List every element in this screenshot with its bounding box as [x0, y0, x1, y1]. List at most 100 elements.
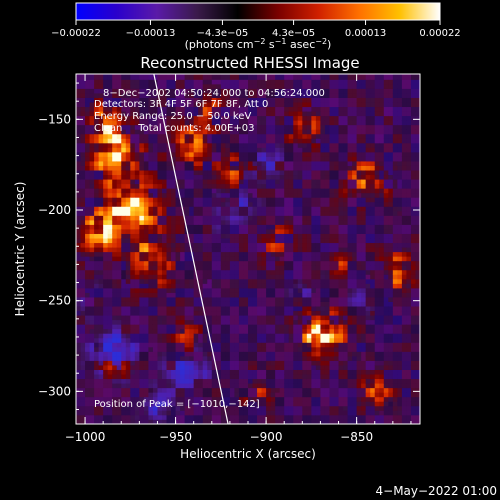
heatmap-cell: [143, 383, 149, 389]
heatmap-cell: [338, 233, 344, 239]
heatmap-cell: [166, 319, 172, 325]
heatmap-cell: [334, 79, 339, 85]
heatmap-cell: [315, 83, 321, 89]
heatmap-cell: [302, 324, 308, 330]
heatmap-cell: [184, 106, 190, 112]
heatmap-cell: [184, 165, 190, 171]
heatmap-cell: [257, 88, 262, 94]
heatmap-cell: [338, 247, 344, 253]
heatmap-cell: [320, 315, 326, 321]
heatmap-cell: [98, 419, 104, 424]
heatmap-cell: [216, 129, 222, 135]
heatmap-cell: [248, 410, 253, 416]
heatmap-cell: [225, 383, 231, 389]
heatmap-cell: [329, 392, 335, 398]
heatmap-cell: [293, 392, 299, 398]
heatmap-cell: [343, 306, 348, 312]
heatmap-cell: [356, 102, 362, 108]
heatmap-cell: [130, 274, 136, 280]
heatmap-cell: [184, 238, 190, 244]
heatmap-cell: [207, 170, 213, 176]
heatmap-cell: [343, 129, 348, 135]
heatmap-cell: [202, 247, 208, 253]
heatmap-cell: [139, 405, 145, 411]
heatmap-cell: [198, 251, 204, 257]
heatmap-cell: [166, 310, 172, 316]
heatmap-cell: [306, 333, 312, 339]
heatmap-cell: [238, 324, 244, 330]
heatmap-cell: [248, 79, 253, 85]
heatmap-pixels: [76, 74, 420, 424]
heatmap-cell: [98, 210, 104, 216]
heatmap-cell: [134, 74, 140, 80]
heatmap-cell: [311, 278, 317, 284]
heatmap-cell: [171, 242, 176, 248]
heatmap-cell: [193, 102, 199, 108]
heatmap-cell: [361, 310, 367, 316]
heatmap-cell: [266, 165, 272, 171]
heatmap-cell: [152, 83, 158, 89]
heatmap-cell: [324, 306, 330, 312]
heatmap-cell: [171, 124, 176, 130]
heatmap-cell: [143, 306, 149, 312]
heatmap-cell: [130, 124, 136, 130]
heatmap-cell: [284, 274, 290, 280]
heatmap-cell: [279, 319, 285, 325]
heatmap-cell: [279, 74, 285, 80]
heatmap-cell: [216, 165, 222, 171]
heatmap-cell: [347, 147, 353, 153]
heatmap-cell: [198, 179, 204, 185]
heatmap-cell: [315, 215, 321, 221]
heatmap-cell: [103, 346, 109, 352]
heatmap-cell: [125, 111, 131, 117]
heatmap-cell: [257, 315, 262, 321]
heatmap-cell: [261, 396, 267, 402]
heatmap-cell: [134, 337, 140, 343]
heatmap-cell: [98, 97, 104, 103]
heatmap-cell: [225, 405, 231, 411]
heatmap-cell: [98, 151, 104, 157]
heatmap-cell: [125, 260, 131, 266]
heatmap-cell: [270, 115, 276, 121]
heatmap-cell: [171, 79, 176, 85]
heatmap-cell: [175, 120, 181, 126]
heatmap-cell: [202, 147, 208, 153]
heatmap-cell: [125, 410, 131, 416]
heatmap-cell: [320, 206, 326, 212]
heatmap-cell: [248, 188, 253, 194]
heatmap-cell: [148, 278, 154, 284]
heatmap-cell: [352, 369, 358, 375]
heatmap-cell: [293, 147, 299, 153]
heatmap-cell: [238, 238, 244, 244]
heatmap-cell: [157, 419, 163, 424]
heatmap-cell: [116, 337, 122, 343]
heatmap-cell: [157, 179, 163, 185]
heatmap-cell: [270, 197, 276, 203]
heatmap-cell: [103, 297, 109, 302]
heatmap-cell: [343, 333, 348, 339]
heatmap-cell: [157, 129, 163, 135]
heatmap-cell: [243, 74, 249, 76]
heatmap-cell: [98, 74, 104, 80]
heatmap-cell: [171, 111, 176, 117]
heatmap-cell: [180, 183, 186, 189]
heatmap-cell: [198, 79, 204, 85]
heatmap-cell: [89, 74, 95, 80]
heatmap-cell: [116, 365, 122, 370]
heatmap-cell: [248, 133, 253, 139]
heatmap-cell: [171, 319, 176, 325]
heatmap-cell: [198, 360, 204, 366]
heatmap-cell: [225, 97, 231, 103]
heatmap-cell: [134, 401, 140, 407]
heatmap-cell: [175, 401, 181, 407]
heatmap-cell: [134, 151, 140, 157]
heatmap-cell: [243, 197, 249, 203]
heatmap-cell: [288, 278, 294, 284]
heatmap-cell: [143, 133, 149, 139]
heatmap-cell: [225, 319, 231, 325]
heatmap-cell: [76, 324, 81, 330]
heatmap-cell: [243, 374, 249, 380]
heatmap-cell: [315, 93, 321, 98]
heatmap-cell: [220, 328, 226, 334]
heatmap-cell: [112, 165, 118, 171]
